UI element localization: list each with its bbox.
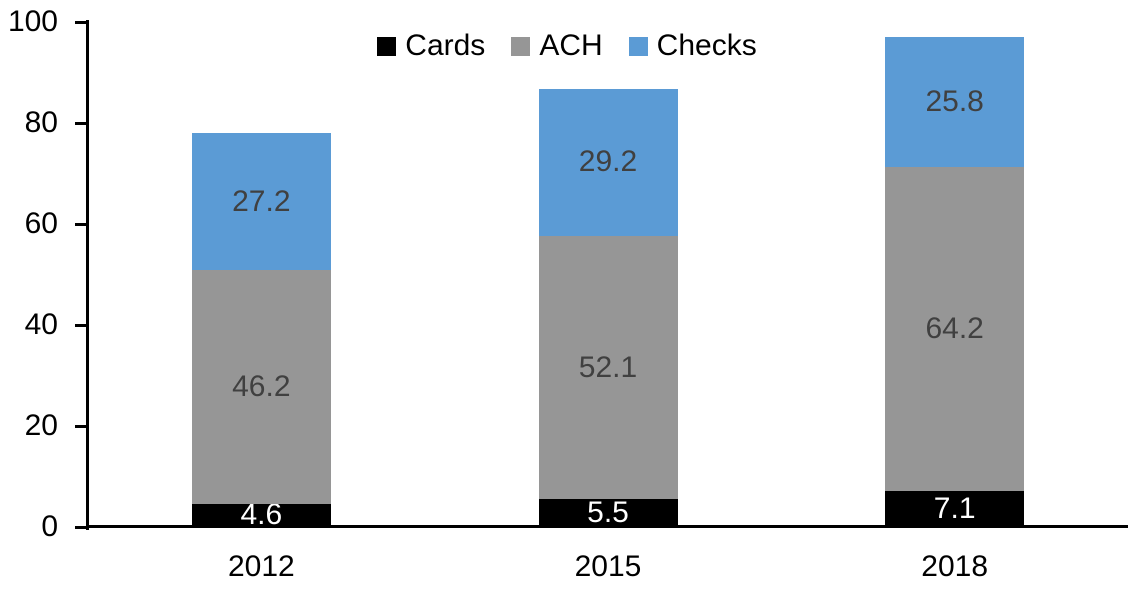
y-tick-label: 100: [7, 5, 58, 38]
x-axis-label-2018: 2018: [921, 550, 989, 583]
bar-segment-cards-2018: 7.1: [885, 491, 1025, 527]
legend-item-cards: Cards: [377, 31, 485, 61]
bar-segment-ach-2018: 64.2: [885, 166, 1025, 492]
bar-segment-checks-2012: 27.2: [191, 133, 331, 271]
bar-segment-ach-2015: 52.1: [538, 236, 678, 500]
y-tick-mark: [75, 425, 88, 428]
y-tick-mark: [75, 526, 88, 529]
x-axis-label-2015: 2015: [574, 550, 642, 583]
bar-segment-checks-2015: 29.2: [538, 88, 678, 237]
legend-swatch-icon: [377, 36, 397, 56]
bar-segment-cards-2015: 5.5: [538, 496, 678, 530]
y-tick-label: 60: [24, 207, 58, 240]
legend-item-checks: Checks: [628, 29, 757, 62]
bar-segment-value-label: 4.6: [240, 498, 283, 532]
y-tick-label: 0: [41, 510, 58, 543]
bar-segment-value-label: 27.2: [232, 184, 291, 218]
bar-segment-value-label: 64.2: [925, 312, 984, 346]
y-tick-mark: [75, 324, 88, 327]
bar-segment-ach-2012: 46.2: [191, 270, 331, 504]
bar-segment-value-label: 7.1: [933, 492, 976, 526]
x-axis-label-2012: 2012: [227, 550, 295, 583]
bar-segment-value-label: 46.2: [232, 370, 291, 404]
y-tick-mark: [75, 223, 88, 226]
y-tick-label: 80: [24, 106, 58, 139]
legend-label: Cards: [405, 29, 486, 62]
legend-label: ACH: [539, 29, 603, 62]
y-axis-line: [86, 20, 89, 530]
bar-segment-cards-2012: 4.6: [191, 500, 331, 530]
legend-label: Checks: [656, 29, 757, 62]
y-tick-label: 40: [24, 308, 58, 341]
legend: Cards ACH Checks: [0, 31, 1134, 61]
legend-swatch-icon: [511, 36, 531, 56]
bar-segment-value-label: 29.2: [578, 145, 638, 179]
y-tick-mark: [75, 122, 88, 125]
bar-segment-checks-2018: 25.8: [885, 36, 1025, 167]
bar-segment-value-label: 5.5: [587, 496, 629, 530]
y-tick-mark: [75, 21, 88, 24]
y-tick-label: 20: [24, 409, 58, 442]
legend-swatch-icon: [628, 36, 648, 56]
bar-segment-value-label: 52.1: [578, 350, 638, 384]
legend-item-ach: ACH: [511, 29, 603, 62]
bar-segment-value-label: 25.8: [925, 84, 984, 118]
